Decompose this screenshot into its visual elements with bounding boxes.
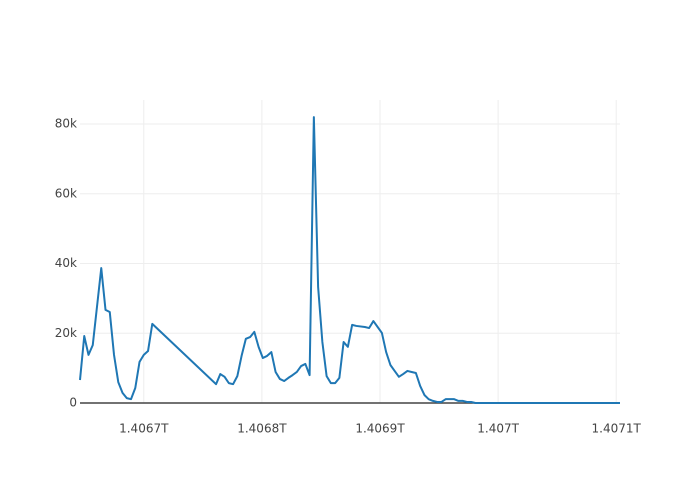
x-tick-label: 1.407T [477,422,519,436]
x-tick-label: 1.4068T [237,422,287,436]
y-tick-label: 40k [55,256,77,270]
y-tick-label: 20k [55,326,77,340]
y-tick-label: 60k [55,186,77,200]
x-tick-label: 1.4069T [355,422,405,436]
y-tick-label: 0 [69,396,77,410]
line-series [79,116,620,404]
y-tick-label: 80k [55,117,77,131]
x-tick-label: 1.4071T [592,422,642,436]
x-tick-label: 1.4067T [119,422,169,436]
